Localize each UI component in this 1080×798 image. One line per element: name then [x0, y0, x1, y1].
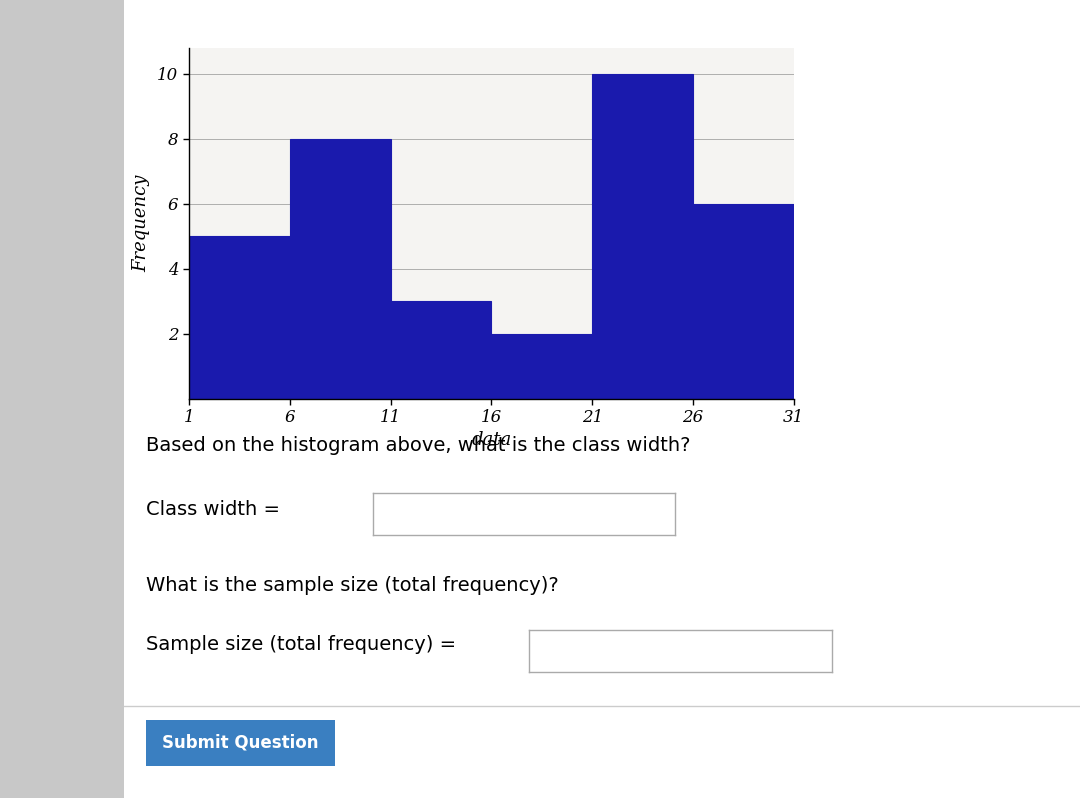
Bar	[491, 334, 592, 399]
Text: Submit Question: Submit Question	[162, 734, 319, 752]
Bar	[592, 74, 693, 399]
Bar	[693, 204, 794, 399]
Text: What is the sample size (total frequency)?: What is the sample size (total frequency…	[146, 575, 558, 595]
Text: Class width =: Class width =	[146, 500, 280, 519]
Y-axis label: Frequency: Frequency	[133, 175, 150, 272]
Bar	[391, 302, 491, 399]
Bar	[289, 139, 391, 399]
Text: Sample size (total frequency) =: Sample size (total frequency) =	[146, 635, 456, 654]
X-axis label: data: data	[471, 431, 512, 448]
Bar	[189, 236, 289, 399]
Text: Based on the histogram above, what is the class width?: Based on the histogram above, what is th…	[146, 436, 690, 455]
